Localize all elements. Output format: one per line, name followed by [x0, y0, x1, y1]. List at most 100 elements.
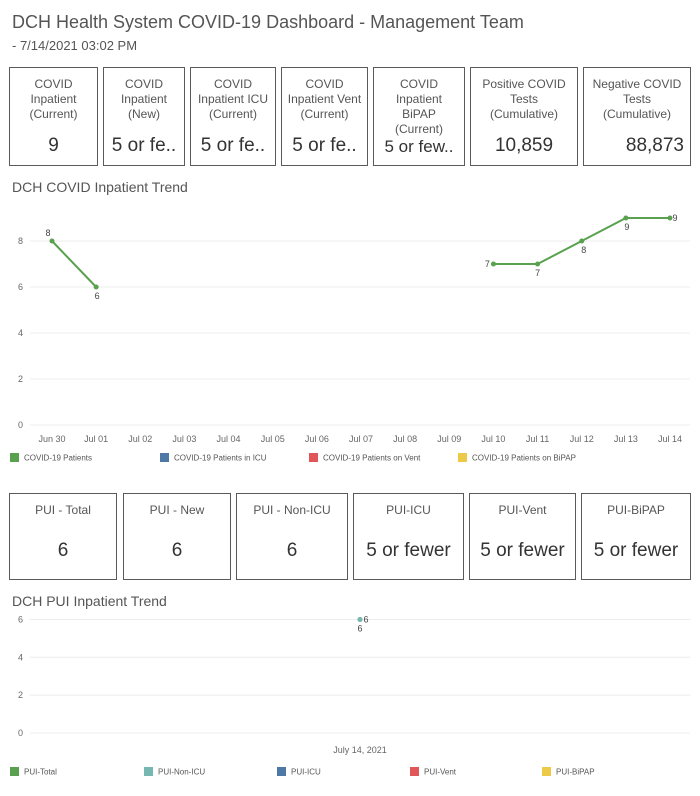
legend-item[interactable]: PUI-Total: [10, 767, 57, 777]
legend-item[interactable]: PUI-Non-ICU: [144, 767, 205, 777]
legend-item[interactable]: PUI-BiPAP: [542, 767, 595, 777]
kpi-label: PUI-BiPAP: [607, 503, 665, 517]
kpi-label: Positive COVID Tests (Cumulative): [482, 77, 566, 121]
data-label: 8: [581, 245, 586, 255]
dashboard-title: DCH Health System COVID-19 Dashboard - M…: [12, 12, 524, 32]
covid-trend-title: DCH COVID Inpatient Trend: [12, 179, 188, 195]
kpi-covid-inpatient-bipap[interactable]: COVID Inpatient BiPAP (Current) 5 or few…: [373, 67, 465, 166]
data-point: [490, 261, 496, 267]
x-tick-label: Jul 05: [261, 434, 285, 444]
kpi-value: 5 or few..: [384, 137, 454, 156]
kpi-value: 5 or fewer: [593, 540, 679, 561]
data-point: [535, 261, 541, 267]
kpi-pui-new[interactable]: PUI - New 6: [123, 493, 231, 580]
legend-label: PUI-Vent: [424, 767, 457, 777]
kpi-value: 6: [57, 540, 69, 561]
legend-label: COVID-19 Patients in ICU: [174, 453, 267, 463]
kpi-value: 5 or fe..: [111, 135, 177, 156]
kpi-covid-inpatient-vent[interactable]: COVID Inpatient Vent (Current) 5 or fe..: [281, 67, 368, 166]
kpi-covid-inpatient-current[interactable]: COVID Inpatient (Current) 9: [9, 67, 98, 166]
data-point: [357, 616, 363, 622]
kpi-label: COVID Inpatient Vent (Current): [287, 77, 362, 121]
legend-label: PUI-ICU: [291, 767, 321, 777]
kpi-covid-inpatient-new[interactable]: COVID Inpatient (New) 5 or fe..: [103, 67, 185, 166]
data-label: 9: [624, 222, 629, 232]
x-tick-label: Jul 04: [217, 434, 241, 444]
kpi-label: PUI - New: [149, 503, 205, 517]
x-tick-label: Jul 11: [526, 434, 549, 444]
x-tick-label: Jul 06: [305, 434, 329, 444]
kpi-value: 6: [286, 540, 298, 561]
y-tick-label: 6: [18, 614, 23, 624]
kpi-pui-bipap[interactable]: PUI-BiPAP 5 or fewer: [581, 493, 691, 580]
kpi-negative-tests[interactable]: Negative COVID Tests (Cumulative) 88,873: [583, 67, 691, 166]
y-tick-label: 6: [18, 282, 23, 292]
legend-item[interactable]: PUI-ICU: [277, 767, 321, 777]
kpi-label: COVID Inpatient (Current): [29, 77, 78, 121]
data-point: [49, 238, 55, 244]
legend-swatch: [10, 453, 19, 463]
y-tick-label: 0: [18, 420, 23, 430]
x-tick-label: Jul 09: [437, 434, 461, 444]
legend-item[interactable]: COVID-19 Patients: [10, 453, 93, 463]
legend-item[interactable]: PUI-Vent: [410, 767, 457, 777]
y-tick-label: 8: [18, 236, 23, 246]
legend-swatch: [144, 767, 153, 777]
kpi-label: COVID Inpatient (New): [120, 77, 168, 121]
y-tick-label: 0: [18, 728, 23, 738]
kpi-positive-tests[interactable]: Positive COVID Tests (Cumulative) 10,859: [470, 67, 578, 166]
y-tick-label: 2: [18, 690, 23, 700]
data-label: 6: [363, 614, 368, 624]
legend-label: PUI-Total: [24, 767, 57, 777]
x-tick-label: July 14, 2021: [333, 745, 387, 755]
x-tick-label: Jul 02: [128, 434, 152, 444]
x-tick-label: Jul 13: [614, 434, 638, 444]
data-label: 6: [357, 623, 362, 633]
kpi-label: COVID Inpatient ICU (Current): [197, 77, 269, 121]
x-tick-label: Jun 30: [38, 434, 65, 444]
kpi-label: Negative COVID Tests (Cumulative): [592, 77, 682, 121]
legend-swatch: [410, 767, 419, 777]
legend-swatch: [10, 767, 19, 777]
legend-item[interactable]: COVID-19 Patients on Vent: [309, 453, 420, 463]
legend-label: PUI-BiPAP: [556, 767, 595, 777]
covid-trend-legend: COVID-19 Patients COVID-19 Patients in IC…: [10, 453, 690, 467]
data-label: 6: [95, 291, 100, 301]
series-line: [51, 240, 97, 288]
kpi-label: PUI-ICU: [386, 503, 431, 517]
kpi-label: PUI-Vent: [498, 503, 547, 517]
x-tick-label: Jul 14: [658, 434, 682, 444]
y-tick-label: 2: [18, 374, 23, 384]
legend-item[interactable]: COVID-19 Patients in ICU: [160, 453, 267, 463]
kpi-pui-icu[interactable]: PUI-ICU 5 or fewer: [353, 493, 464, 580]
legend-item[interactable]: COVID-19 Patients on BiPAP: [458, 453, 576, 463]
data-label: 9: [672, 213, 677, 223]
kpi-value: 88,873: [625, 135, 684, 156]
legend-swatch: [458, 453, 467, 463]
legend-swatch: [542, 767, 551, 777]
data-point: [93, 284, 99, 290]
legend-swatch: [309, 453, 318, 463]
legend-swatch: [160, 453, 169, 463]
x-tick-label: Jul 12: [570, 434, 594, 444]
data-point: [579, 238, 585, 244]
data-point: [623, 215, 629, 221]
covid-inpatient-trend-chart: 0 2 4 6 8 Jun 30 Jul 01 Jul 02 Jul 03 Jul 04 Jul 0…: [18, 213, 690, 444]
data-label: 7: [485, 259, 490, 269]
kpi-value: 5 or fe..: [292, 135, 357, 156]
kpi-value: 9: [48, 135, 59, 156]
kpi-covid-inpatient-icu[interactable]: COVID Inpatient ICU (Current) 5 or fe..: [190, 67, 276, 166]
kpi-pui-non-icu[interactable]: PUI - Non-ICU 6: [236, 493, 348, 580]
legend-label: COVID-19 Patients: [24, 453, 93, 463]
kpi-pui-total[interactable]: PUI - Total 6: [9, 493, 117, 580]
y-tick-label: 4: [18, 652, 23, 662]
kpi-pui-vent[interactable]: PUI-Vent 5 or fewer: [469, 493, 576, 580]
data-label: 7: [535, 268, 540, 278]
kpi-label: COVID Inpatient BiPAP (Current): [394, 77, 443, 136]
data-point: [667, 215, 673, 221]
legend-swatch: [277, 767, 286, 777]
x-tick-label: Jul 07: [349, 434, 373, 444]
kpi-label: PUI - Total: [35, 503, 91, 517]
kpi-value: 5 or fe..: [200, 135, 266, 156]
